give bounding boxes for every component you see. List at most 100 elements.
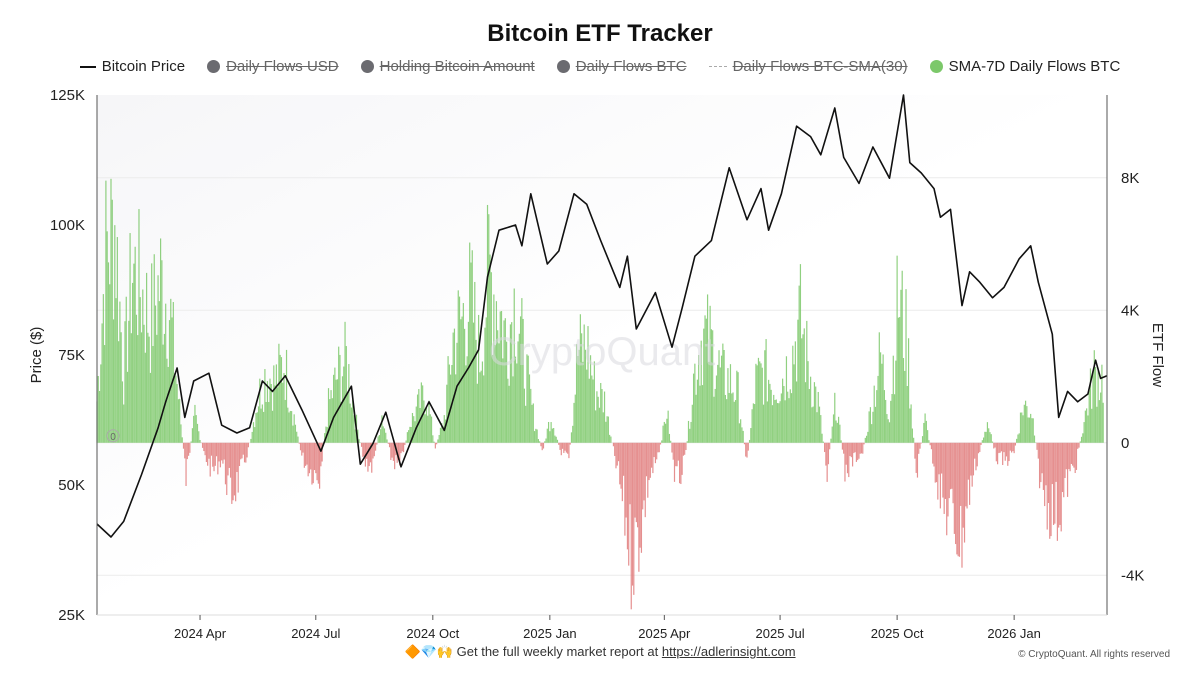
flow-bar [476, 383, 478, 443]
flow-bar [633, 442, 635, 595]
flow-bar [755, 363, 757, 443]
flow-bar [746, 442, 748, 458]
flow-bar [171, 317, 173, 443]
flow-bar [649, 442, 651, 478]
flow-bar [935, 442, 938, 483]
flow-bar [581, 333, 583, 443]
flow-bar [907, 338, 910, 443]
flow-bar [603, 391, 606, 443]
flow-bar [888, 422, 891, 443]
flow-bar [523, 388, 526, 443]
flow-bar [918, 442, 920, 454]
flow-bar [448, 364, 450, 443]
flow-bar [886, 414, 888, 443]
legend-item-4[interactable]: Daily Flows BTC-SMA(30) [708, 58, 908, 75]
flow-bar [673, 442, 676, 482]
flow-bar [670, 440, 672, 443]
flow-bar [637, 442, 639, 528]
flow-bar [259, 378, 261, 443]
legend-item-5[interactable]: SMA-7D Daily Flows BTC [929, 58, 1120, 75]
legend-item-2[interactable]: Holding Bitcoin Amount [360, 58, 535, 75]
flow-bar [189, 442, 191, 453]
legend-item-0[interactable]: Bitcoin Price [79, 58, 185, 75]
flow-bar [392, 442, 394, 461]
legend-swatch [708, 66, 727, 67]
flow-bar [313, 442, 316, 471]
flow-bar [634, 442, 636, 518]
flow-bar [621, 442, 623, 502]
flow-bar [897, 317, 899, 443]
flow-bar [285, 349, 288, 443]
flow-bar [387, 442, 389, 444]
flow-bar [742, 430, 744, 443]
flow-bar [480, 370, 482, 443]
flow-bar [184, 442, 186, 459]
flow-bar [160, 238, 162, 443]
flow-bar [168, 320, 171, 443]
flow-bar [1047, 442, 1050, 504]
flow-bar [817, 391, 819, 443]
flow-bar [1041, 442, 1043, 474]
flow-bar [793, 364, 795, 443]
flow-bar [810, 376, 812, 443]
flow-bar [297, 436, 299, 443]
zero-marker-circle [106, 429, 120, 443]
flow-bar [915, 442, 917, 473]
left-tick-label: 25K [58, 607, 85, 624]
legend-item-3[interactable]: Daily Flows BTC [556, 58, 687, 75]
flow-bar [900, 289, 902, 443]
right-tick-label: -4K [1121, 567, 1144, 584]
flow-bar [462, 303, 464, 443]
flow-bar [489, 254, 491, 443]
flow-bar [841, 442, 844, 450]
flow-bar [436, 442, 438, 445]
flow-bar [986, 422, 989, 443]
flow-bar [726, 399, 728, 443]
footer-emojis: 🔶💎🙌 [404, 644, 454, 659]
flow-bar [241, 442, 243, 459]
flow-bar [893, 394, 896, 443]
flow-bar [228, 442, 230, 468]
legend-item-1[interactable]: Daily Flows USD [207, 58, 339, 75]
flow-bar [105, 180, 107, 443]
flow-bar [532, 403, 534, 443]
flow-bar [492, 354, 494, 443]
flow-bar [906, 386, 908, 443]
flow-bar [167, 366, 169, 443]
flow-bar [1049, 442, 1051, 539]
flow-bar [299, 442, 302, 451]
flow-bar [831, 426, 833, 443]
flow-bar [385, 432, 387, 443]
chart-legend: Bitcoin Price Daily Flows USD Holding Bitc… [0, 58, 1200, 75]
flow-bar [1007, 442, 1009, 466]
flow-bar [135, 314, 138, 443]
flow-bar [298, 442, 300, 444]
flow-bar [303, 442, 305, 468]
flow-bar [227, 442, 229, 476]
flow-bar [985, 431, 987, 443]
flow-bar [677, 442, 679, 461]
flow-bar [269, 378, 271, 443]
footer-link[interactable]: https://adlerinsight.com [661, 644, 796, 659]
flow-bar [661, 440, 663, 443]
flow-bar [139, 297, 141, 443]
flow-bar [186, 442, 188, 460]
flow-bar [804, 382, 807, 443]
flow-bar [696, 379, 699, 443]
flow-bar [899, 317, 901, 443]
flow-bar [394, 442, 396, 470]
flow-bar [901, 270, 903, 443]
flow-bar [851, 442, 854, 467]
flow-bar [574, 394, 576, 443]
flow-bar [100, 364, 102, 443]
flow-bar [369, 442, 372, 463]
flow-bar [247, 442, 249, 448]
flow-bar [1068, 442, 1070, 470]
flow-bar [147, 332, 149, 443]
flow-bar [1072, 442, 1074, 466]
grid [97, 95, 1107, 615]
flow-bar [363, 442, 365, 457]
flow-bar [837, 416, 840, 443]
flow-bar [148, 336, 150, 443]
flow-bar [1097, 367, 1099, 443]
